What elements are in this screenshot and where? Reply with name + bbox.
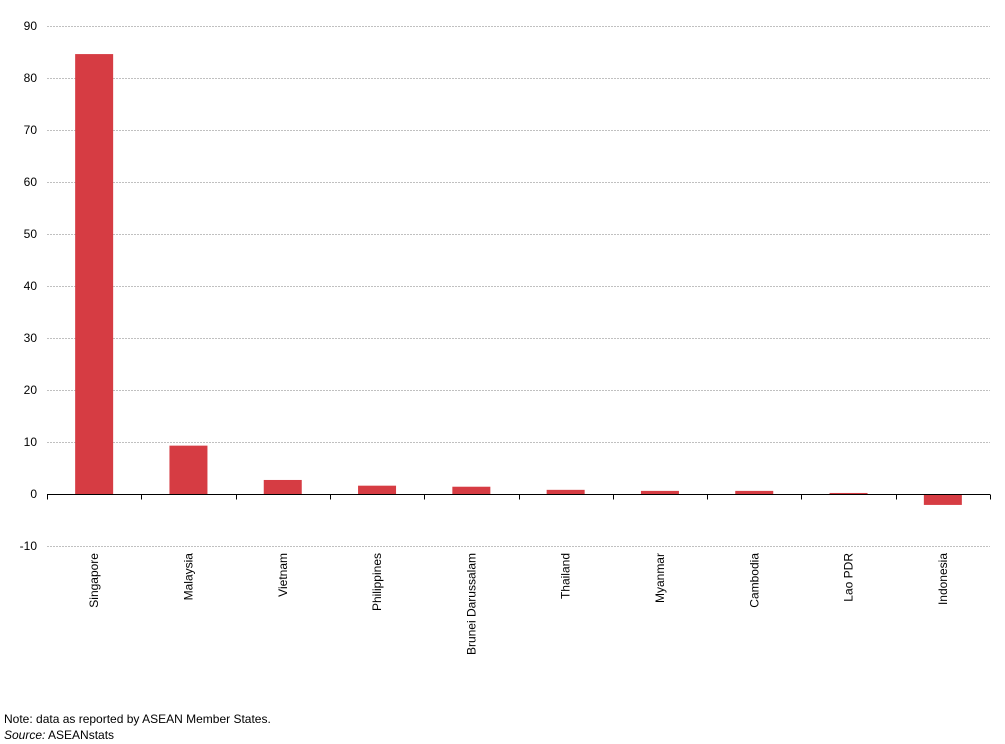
- x-tick-label: Lao PDR: [842, 553, 856, 602]
- source-line: Source: ASEANstats: [4, 727, 114, 743]
- bar: [546, 489, 585, 494]
- x-tick-label: Indonesia: [936, 553, 950, 605]
- y-tick-label: 60: [24, 175, 38, 189]
- x-tick-label: Thailand: [559, 553, 573, 599]
- y-tick-label: 20: [24, 383, 38, 397]
- bar: [735, 490, 774, 494]
- source-text: ASEANstats: [48, 728, 115, 742]
- bar: [358, 485, 397, 494]
- bar: [75, 54, 114, 494]
- bar: [452, 486, 491, 494]
- y-tick-label: 0: [30, 487, 37, 501]
- bar-chart: -10 0 10 20 30 40 50 60 70 80 90 Singapore Malaysia…: [20, 19, 991, 655]
- y-tick-label: -10: [20, 539, 38, 553]
- source-label: Source:: [4, 728, 46, 742]
- y-tick-label: 30: [24, 331, 38, 345]
- y-tick-label: 50: [24, 227, 38, 241]
- x-tick-label: Vietnam: [276, 553, 290, 597]
- x-tick-label: Myanmar: [653, 553, 667, 603]
- bar: [263, 479, 302, 494]
- bar: [169, 445, 208, 494]
- y-tick-label: 90: [24, 19, 38, 33]
- y-tick-label: 10: [24, 435, 38, 449]
- x-tick-label: Malaysia: [181, 553, 195, 601]
- x-tick-label: Cambodia: [747, 553, 761, 608]
- y-axis-tick-labels: -10 0 10 20 30 40 50 60 70 80 90: [20, 19, 38, 553]
- bar: [640, 490, 679, 494]
- footnote: Note: data as reported by ASEAN Member S…: [4, 712, 271, 726]
- x-tick-label: Brunei Darussalam: [464, 553, 478, 655]
- x-tick-label: Singapore: [87, 553, 101, 608]
- y-tick-label: 70: [24, 123, 38, 137]
- bars: [75, 54, 962, 505]
- y-tick-label: 40: [24, 279, 38, 293]
- bar: [829, 492, 868, 494]
- y-tick-label: 80: [24, 71, 38, 85]
- gridlines: [47, 26, 990, 547]
- x-axis-tick-labels: Singapore Malaysia Vietnam Philippines Brune…: [87, 553, 950, 655]
- bar: [923, 494, 962, 505]
- x-axis: [47, 494, 991, 500]
- x-tick-label: Philippines: [370, 553, 384, 611]
